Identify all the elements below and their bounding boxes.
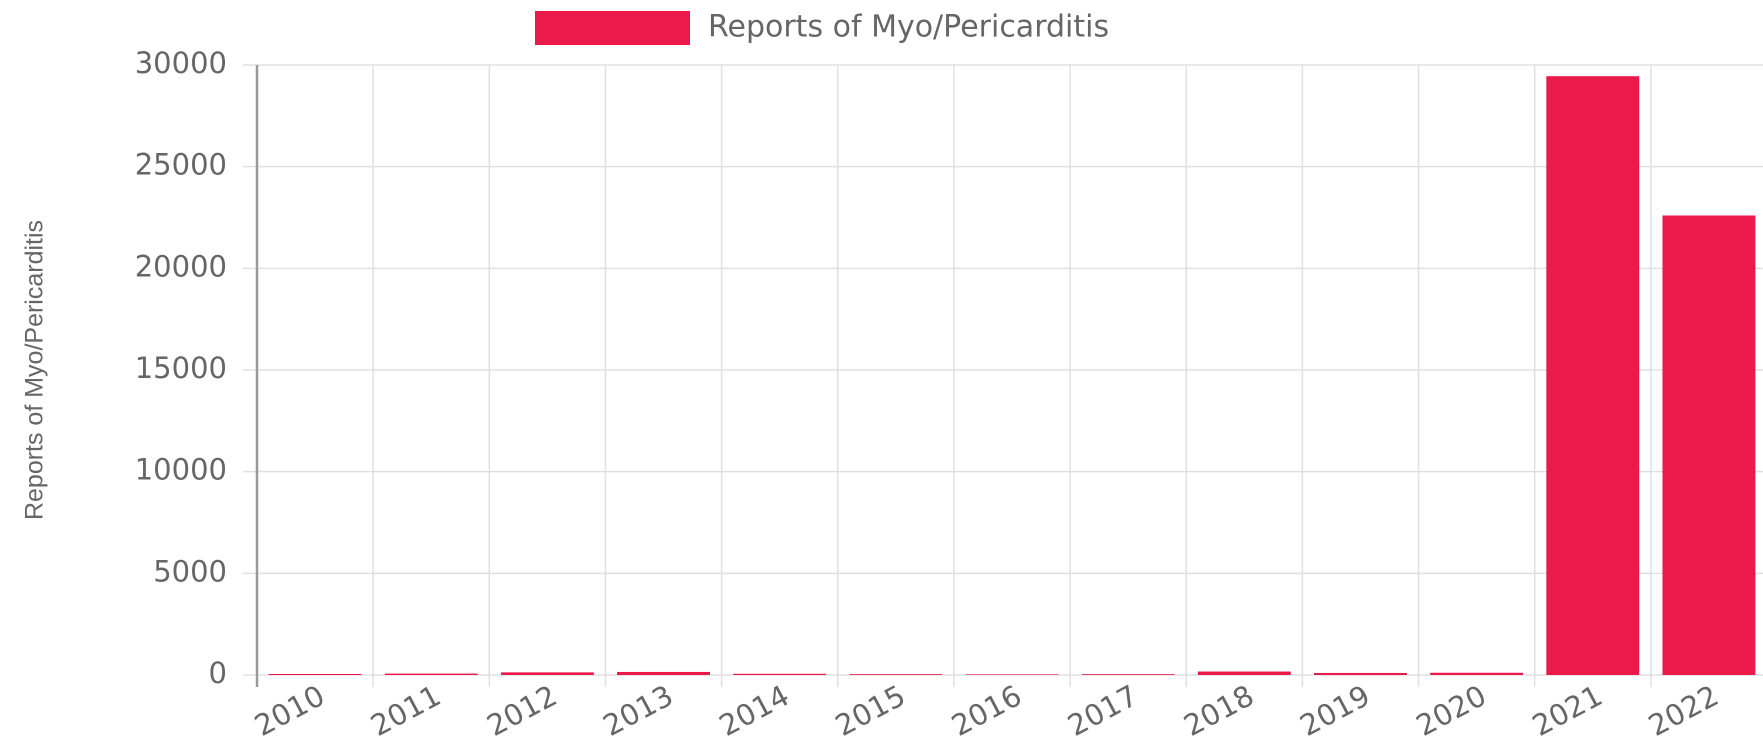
x-tick-label: 2014 [714,678,795,743]
y-tick-label: 25000 [135,148,227,182]
x-tick-label: 2013 [597,678,678,743]
x-tick-label: 2021 [1527,678,1608,743]
x-tick-label: 2017 [1062,678,1143,743]
x-tick-label: 2022 [1643,678,1724,743]
x-tick-label: 2011 [365,678,446,743]
bar [617,671,710,675]
bar [1430,672,1524,675]
bar [965,674,1059,675]
y-tick-label: 0 [209,656,227,690]
x-tick-label: 2019 [1294,678,1375,743]
legend-label: Reports of Myo/Pericarditis [708,10,1109,45]
x-tick-label: 2016 [946,678,1027,743]
y-tick-label: 5000 [153,554,227,588]
x-tick-label: 2012 [481,678,562,743]
x-tick-label: 2010 [249,678,330,743]
y-tick-label: 15000 [135,351,227,385]
bar [733,673,827,675]
x-tick-label: 2020 [1411,678,1492,743]
bar [1546,76,1640,675]
bar [500,672,594,675]
bar [268,673,362,675]
bar [1314,672,1407,675]
y-tick-label: 20000 [135,249,227,283]
legend-swatch [535,11,690,45]
x-tick-label: 2018 [1178,678,1259,743]
y-tick-label: 10000 [135,453,227,487]
y-tick-label: 30000 [135,46,227,80]
bar [1197,671,1291,675]
bar [384,673,478,675]
x-tick-label: 2015 [830,678,911,743]
bar [1081,674,1175,675]
bar [1662,215,1756,675]
bar [849,674,943,675]
y-axis-title: Reports of Myo/Pericarditis [21,220,49,520]
